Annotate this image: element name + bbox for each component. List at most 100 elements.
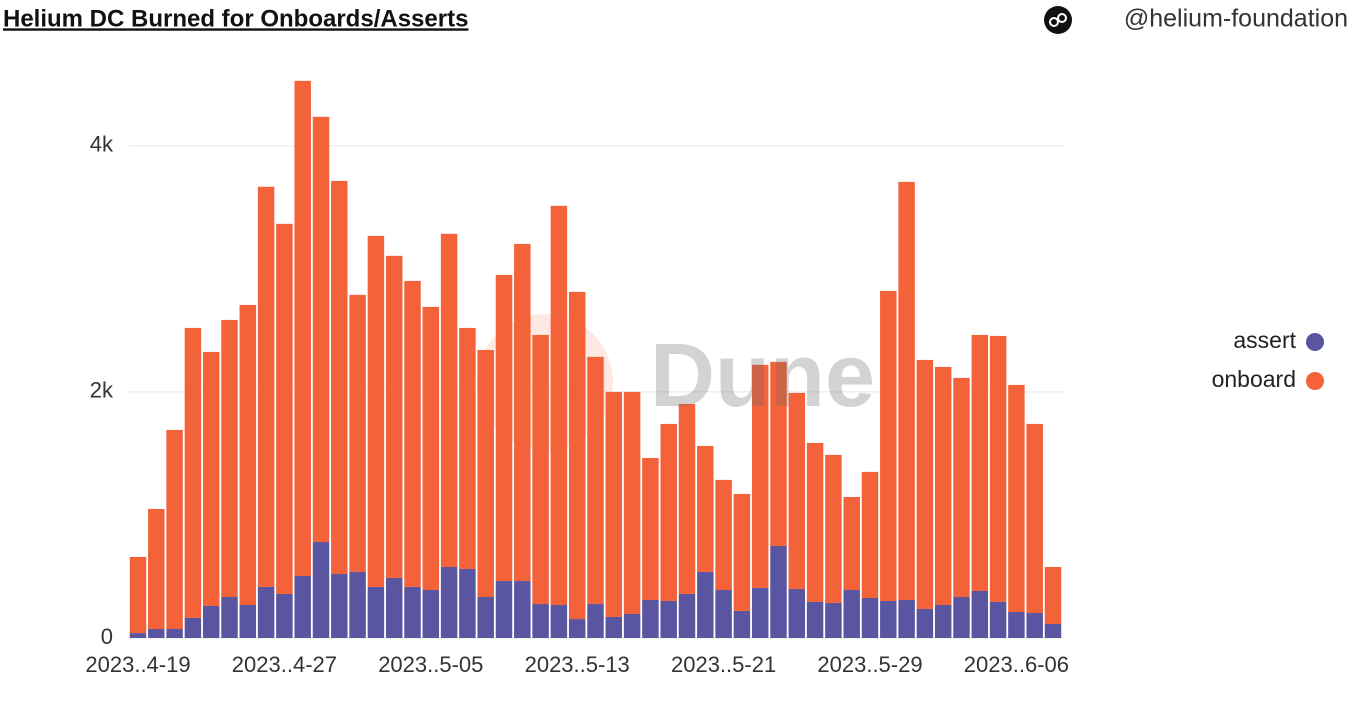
bar-segment <box>495 581 513 638</box>
bar-segment <box>367 586 385 638</box>
bar-segment <box>550 605 568 638</box>
bar-segment <box>477 597 494 638</box>
bar-segment <box>825 454 842 603</box>
bar-segment <box>916 608 934 638</box>
bar-segment <box>861 598 879 638</box>
bar-segment <box>331 180 348 575</box>
bar-segment <box>843 496 860 591</box>
bar-segment <box>276 223 293 594</box>
bar-segment <box>806 601 824 638</box>
bar-segment <box>880 290 897 601</box>
bar-segment <box>660 600 677 638</box>
x-tick-label: 2023..5-29 <box>817 652 922 677</box>
x-tick-label: 2023..4-19 <box>85 652 190 677</box>
bar-segment <box>971 334 989 591</box>
bar-segment <box>129 633 147 638</box>
bar-segment <box>678 403 696 594</box>
bar-segment <box>1008 612 1025 638</box>
bar-segment <box>1044 567 1062 624</box>
bar-segment <box>843 590 860 638</box>
bar-segment <box>934 605 952 638</box>
bar-segment <box>532 334 549 605</box>
bar-segment <box>587 604 604 638</box>
bar-segment <box>715 479 732 591</box>
y-tick-label: 4k <box>90 132 114 157</box>
bar-segment <box>660 423 677 601</box>
bar-segment <box>1008 384 1025 613</box>
bar-segment <box>770 545 787 638</box>
bar-segment <box>587 356 604 605</box>
bar-segment <box>953 377 970 598</box>
legend-label: onboard <box>1212 366 1296 392</box>
bar-segment <box>257 586 275 638</box>
bar-segment <box>239 304 257 606</box>
watermark-text: Dune <box>650 326 875 426</box>
bar-segment <box>697 571 714 638</box>
x-tick-label: 2023..6-06 <box>964 652 1069 677</box>
bar-segment <box>715 590 732 638</box>
bar-segment <box>550 205 568 606</box>
bar-segment <box>440 567 458 638</box>
bar-segment <box>623 391 641 615</box>
bar-segment <box>514 243 531 582</box>
bar-segment <box>605 616 623 638</box>
author-icon <box>1044 6 1072 34</box>
x-tick-label: 2023..4-27 <box>232 652 337 677</box>
bar-segment <box>148 629 165 638</box>
bar-segment <box>404 280 421 587</box>
bar-segment <box>331 574 348 638</box>
plot: 0 2k 4k 2023..4-19 2023..4-27 2023..5-05 2023.… <box>85 80 1324 677</box>
bar-segment <box>312 116 330 543</box>
bar-segment <box>1026 613 1043 638</box>
y-tick-label: 2k <box>90 378 114 403</box>
bar-segment <box>294 575 311 638</box>
bar-segment <box>312 542 330 638</box>
bar-segment <box>202 606 220 638</box>
bar-segment <box>1026 423 1043 614</box>
chart-title: Helium DC Burned for Onboards/Asserts <box>3 5 468 32</box>
bar-segment <box>495 274 513 582</box>
bar-segment <box>184 617 202 638</box>
bar-segment <box>568 619 586 638</box>
bar-segment <box>221 319 238 598</box>
bar-segment <box>605 391 623 617</box>
bar-segment <box>934 366 952 606</box>
bar-segment <box>1044 623 1062 638</box>
x-tick-label: 2023..5-21 <box>671 652 776 677</box>
bar-segment <box>770 361 787 546</box>
bar-segment <box>733 493 751 611</box>
bar-segment <box>166 429 183 630</box>
bar-segment <box>971 590 989 638</box>
bar-segment <box>367 235 385 587</box>
bar-segment <box>642 599 659 638</box>
bar-segment <box>459 568 476 638</box>
bar-segment <box>422 590 440 638</box>
bar-segment <box>385 255 403 578</box>
bar-segment <box>642 457 659 600</box>
bar-segment <box>184 327 202 618</box>
bar-segment <box>989 601 1007 638</box>
legend-swatch <box>1306 372 1324 390</box>
bar-segment <box>751 587 769 638</box>
bar-segment <box>861 471 879 599</box>
bar-segment <box>898 599 915 638</box>
bar-segment <box>349 294 366 572</box>
bar-segment <box>148 508 165 630</box>
bar-segment <box>916 359 934 609</box>
bar-segment <box>422 306 440 591</box>
legend-swatch <box>1306 333 1324 351</box>
bar-segment <box>514 581 531 638</box>
bar-segment <box>697 445 714 572</box>
bar-segment <box>202 351 220 607</box>
bar-segment <box>459 327 476 569</box>
bar-segment <box>989 335 1007 602</box>
bar-segment <box>349 571 366 638</box>
bar-segment <box>166 629 183 638</box>
bar-segment <box>129 556 147 634</box>
bar-segment <box>440 233 458 568</box>
bar-segment <box>568 291 586 620</box>
bar-segment <box>751 364 769 588</box>
bar-segment <box>678 593 696 638</box>
bar-segment <box>788 392 806 590</box>
bar-segment <box>623 614 641 638</box>
